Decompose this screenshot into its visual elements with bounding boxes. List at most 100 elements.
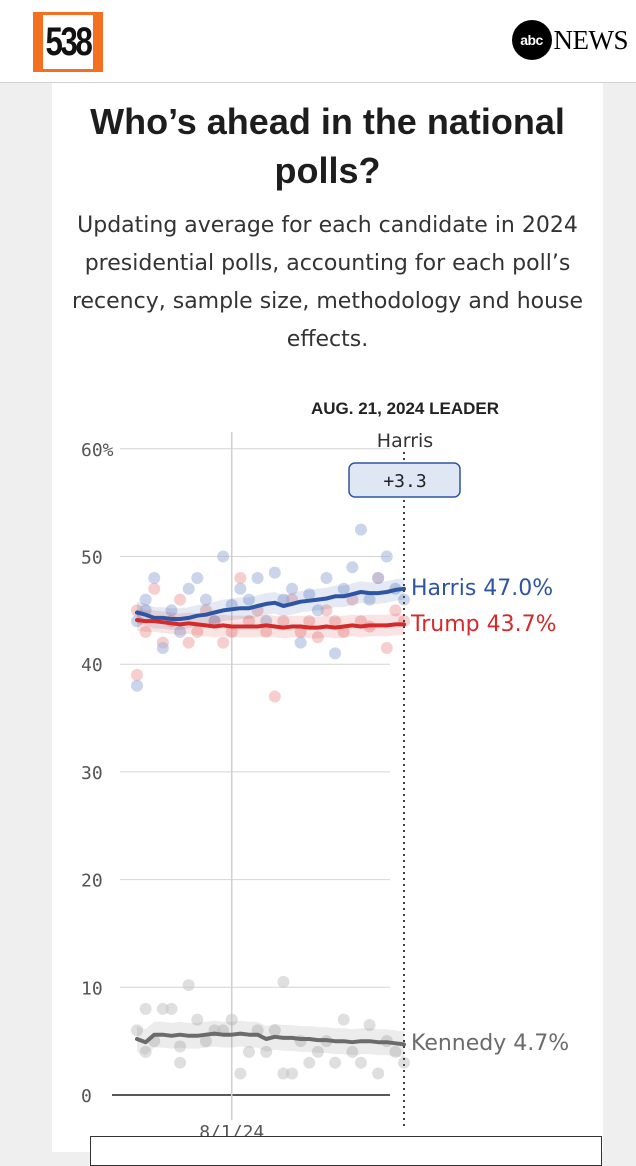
- poll-dot-harris: [286, 582, 299, 595]
- poll-dot-trump: [242, 615, 255, 628]
- news-wordmark: NEWS: [553, 24, 629, 55]
- poll-dot-harris: [380, 550, 393, 563]
- poll-dot-harris: [398, 593, 410, 606]
- poll-dot-kennedy: [191, 1013, 204, 1026]
- end-label-trump: Trump 43.7%: [410, 612, 556, 637]
- chart-subtitle: Updating average for each candidate in 2…: [71, 213, 584, 352]
- poll-dot-kennedy: [174, 1040, 187, 1053]
- poll-dot-kennedy: [139, 1002, 152, 1015]
- poll-dot-trump: [191, 625, 204, 638]
- poll-dot-trump: [131, 668, 143, 681]
- poll-dot-kennedy: [131, 1024, 143, 1037]
- poll-dot-kennedy: [199, 1035, 212, 1048]
- poll-dot-kennedy: [174, 1056, 187, 1069]
- poll-dot-harris: [363, 593, 376, 606]
- abc-news-logo[interactable]: abc NEWS: [511, 18, 629, 62]
- poll-dot-harris: [139, 593, 152, 606]
- series-labels: Harris 47.0% Trump 43.7% Kennedy 4.7%: [410, 576, 569, 1056]
- controls-box[interactable]: [90, 1136, 602, 1166]
- poll-dot-kennedy: [311, 1045, 324, 1058]
- leader-margin: +3.3: [383, 471, 426, 492]
- line-trump: [135, 618, 406, 630]
- poll-dot-harris: [131, 679, 143, 692]
- poll-dot-trump: [311, 631, 324, 644]
- poll-dot-harris: [346, 561, 359, 574]
- poll-dot-kennedy: [277, 975, 290, 988]
- line-kennedy: [135, 1031, 406, 1047]
- poll-dot-harris: [182, 582, 195, 595]
- y-tick-label: 40: [81, 655, 103, 676]
- poll-dot-kennedy: [337, 1013, 350, 1026]
- poll-dot-trump: [277, 615, 290, 628]
- poll-dot-trump: [303, 615, 316, 628]
- poll-dot-harris: [294, 636, 307, 649]
- poll-dot-kennedy: [260, 1045, 273, 1058]
- poll-dot-trump: [320, 604, 333, 617]
- poll-dot-kennedy: [225, 1013, 238, 1026]
- poll-dot-harris: [242, 593, 255, 606]
- leader-margin-badge: [348, 462, 461, 498]
- poll-dot-harris: [337, 582, 350, 595]
- site-header: 538 abc NEWS: [0, 0, 636, 83]
- poll-dot-kennedy: [182, 979, 195, 992]
- poll-dot-trump: [148, 582, 161, 595]
- y-tick-label: 30: [81, 763, 103, 784]
- poll-dot-kennedy: [303, 1056, 316, 1069]
- poll-dot-harris: [354, 523, 367, 536]
- line-harris: [135, 586, 406, 621]
- poll-dot-kennedy: [156, 1002, 169, 1015]
- poll-dot-trump: [380, 642, 393, 655]
- poll-dot-harris: [320, 572, 333, 585]
- poll-dot-trump: [389, 604, 402, 617]
- poll-dot-harris: [251, 572, 264, 585]
- poll-dot-harris: [191, 572, 204, 585]
- poll-dot-harris: [234, 582, 247, 595]
- poll-dot-harris: [303, 588, 316, 601]
- poll-dot-trump: [329, 615, 342, 628]
- fivethirtyeight-logo[interactable]: 538: [33, 12, 103, 72]
- poll-dot-harris: [148, 572, 161, 585]
- leader-annotation: AUG. 21, 2024 LEADER Harris +3.3: [311, 399, 499, 1128]
- leader-date: AUG. 21, 2024 LEADER: [311, 399, 499, 418]
- poll-dot-kennedy: [363, 1018, 376, 1031]
- poll-dot-harris: [311, 604, 324, 617]
- poll-dot-kennedy: [242, 1045, 255, 1058]
- y-tick-label: 20: [81, 871, 103, 892]
- poll-dot-trump: [225, 625, 238, 638]
- y-tick-label: 10: [81, 978, 103, 999]
- poll-dot-harris: [217, 550, 230, 563]
- poll-dot-trump: [217, 636, 230, 649]
- poll-dot-harris: [199, 593, 212, 606]
- poll-dot-trump: [260, 625, 273, 638]
- poll-dot-kennedy: [329, 1056, 342, 1069]
- series-lines: [135, 586, 406, 1047]
- poll-dot-kennedy: [389, 1045, 402, 1058]
- end-label-kennedy: Kennedy 4.7%: [411, 1031, 569, 1056]
- poll-dot-kennedy: [372, 1067, 385, 1080]
- poll-dot-kennedy: [268, 1024, 281, 1037]
- poll-dot-trump: [139, 625, 152, 638]
- logo-text: 538: [43, 15, 93, 69]
- chart-title: Who’s ahead in the national polls?: [90, 101, 565, 191]
- y-tick-label: 0: [81, 1086, 92, 1107]
- abc-badge: abc: [511, 20, 552, 60]
- poll-dot-kennedy: [346, 1045, 359, 1058]
- poll-dot-trump: [182, 636, 195, 649]
- poll-dot-kennedy: [234, 1067, 247, 1080]
- y-tick-label: 60%: [81, 440, 114, 461]
- poll-dot-harris: [156, 642, 169, 655]
- poll-dot-kennedy: [277, 1067, 290, 1080]
- poll-dot-kennedy: [398, 1056, 410, 1069]
- poll-dot-kennedy: [165, 1002, 178, 1015]
- poll-dot-harris: [268, 566, 281, 579]
- poll-dot-harris: [277, 593, 290, 606]
- poll-dot-harris: [165, 604, 178, 617]
- leader-name: Harris: [377, 430, 433, 452]
- uncertainty-bands: [137, 578, 404, 1058]
- chart-card: Who’s ahead in the national polls? Updat…: [52, 83, 603, 1152]
- poll-dot-harris: [329, 647, 342, 660]
- poll-dot-trump: [174, 593, 187, 606]
- grid: [112, 432, 390, 1120]
- poll-dot-trump: [234, 572, 247, 585]
- poll-dot-kennedy: [354, 1056, 367, 1069]
